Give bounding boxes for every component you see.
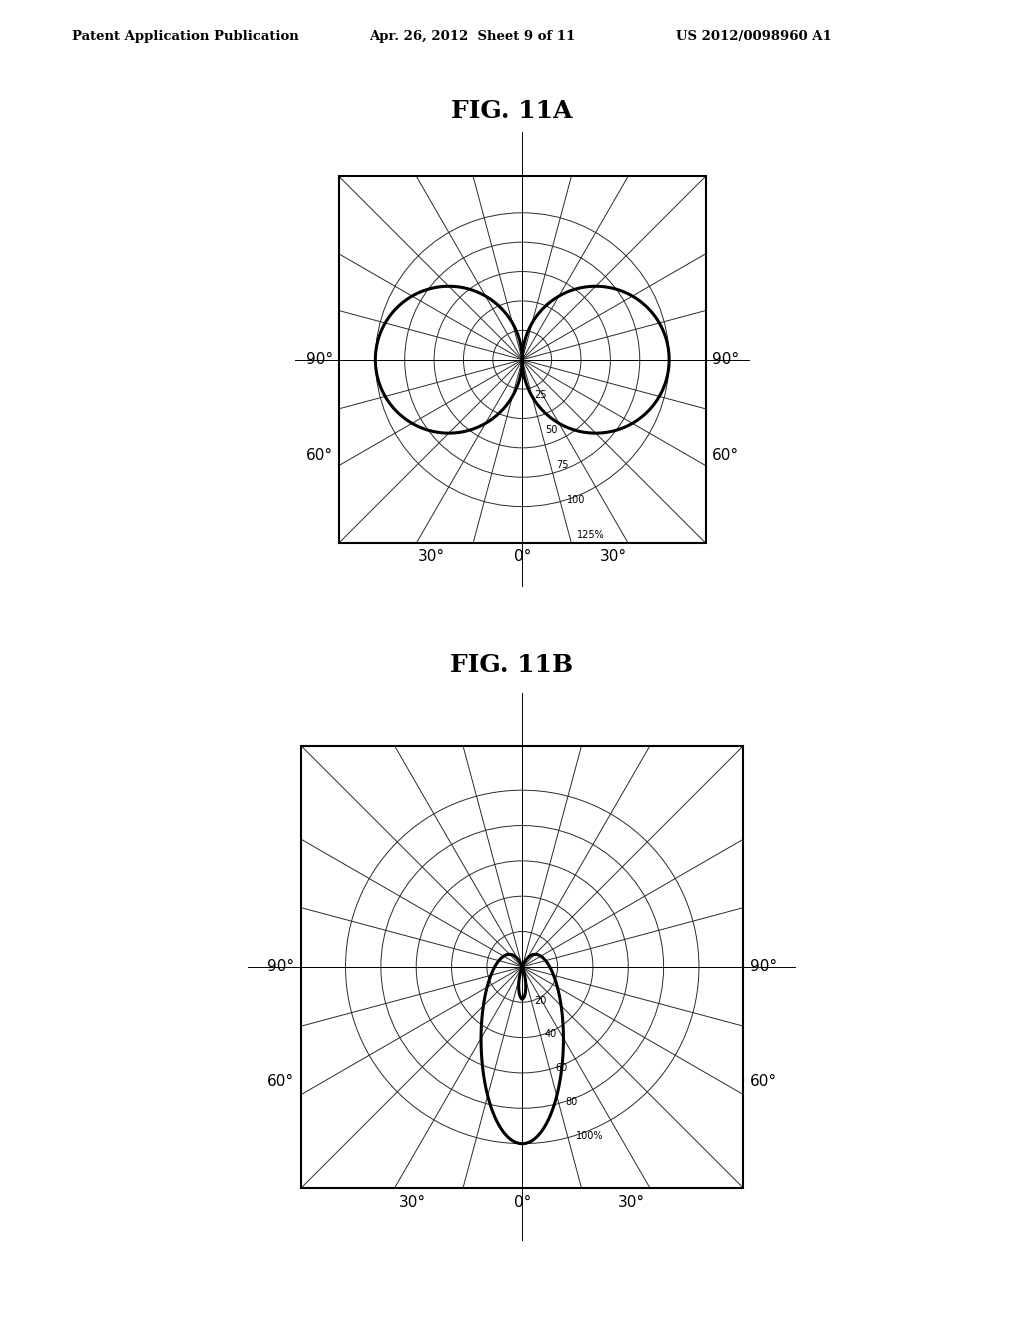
Text: 100: 100 xyxy=(566,495,585,506)
Bar xyxy=(301,746,743,1188)
Text: 50: 50 xyxy=(545,425,557,436)
Text: 30°: 30° xyxy=(418,549,444,564)
Text: 90°: 90° xyxy=(751,960,777,974)
Text: FIG. 11A: FIG. 11A xyxy=(452,99,572,123)
Text: 30°: 30° xyxy=(618,1195,645,1210)
Text: 20: 20 xyxy=(535,995,547,1006)
Text: Apr. 26, 2012  Sheet 9 of 11: Apr. 26, 2012 Sheet 9 of 11 xyxy=(369,30,574,44)
Text: 30°: 30° xyxy=(399,1195,426,1210)
Text: FIG. 11B: FIG. 11B xyxy=(451,653,573,677)
Bar xyxy=(301,746,743,1188)
Text: 60°: 60° xyxy=(267,1074,294,1089)
Bar xyxy=(339,176,706,544)
Text: 80: 80 xyxy=(565,1097,578,1107)
Text: 60°: 60° xyxy=(712,447,739,463)
Text: 60°: 60° xyxy=(305,447,333,463)
Text: 125%: 125% xyxy=(578,531,605,540)
Text: Patent Application Publication: Patent Application Publication xyxy=(72,30,298,44)
Bar xyxy=(339,176,706,544)
Text: 100%: 100% xyxy=(575,1131,603,1140)
Text: 0°: 0° xyxy=(514,1195,530,1210)
Text: 90°: 90° xyxy=(712,352,739,367)
Text: 60°: 60° xyxy=(751,1074,777,1089)
Text: 75: 75 xyxy=(556,461,568,470)
Text: 60: 60 xyxy=(555,1064,567,1073)
Text: 25: 25 xyxy=(535,389,547,400)
Text: 90°: 90° xyxy=(267,960,294,974)
Text: 0°: 0° xyxy=(514,549,530,564)
Text: US 2012/0098960 A1: US 2012/0098960 A1 xyxy=(676,30,831,44)
Text: 40: 40 xyxy=(545,1030,557,1039)
Text: 90°: 90° xyxy=(305,352,333,367)
Text: 30°: 30° xyxy=(600,549,627,564)
